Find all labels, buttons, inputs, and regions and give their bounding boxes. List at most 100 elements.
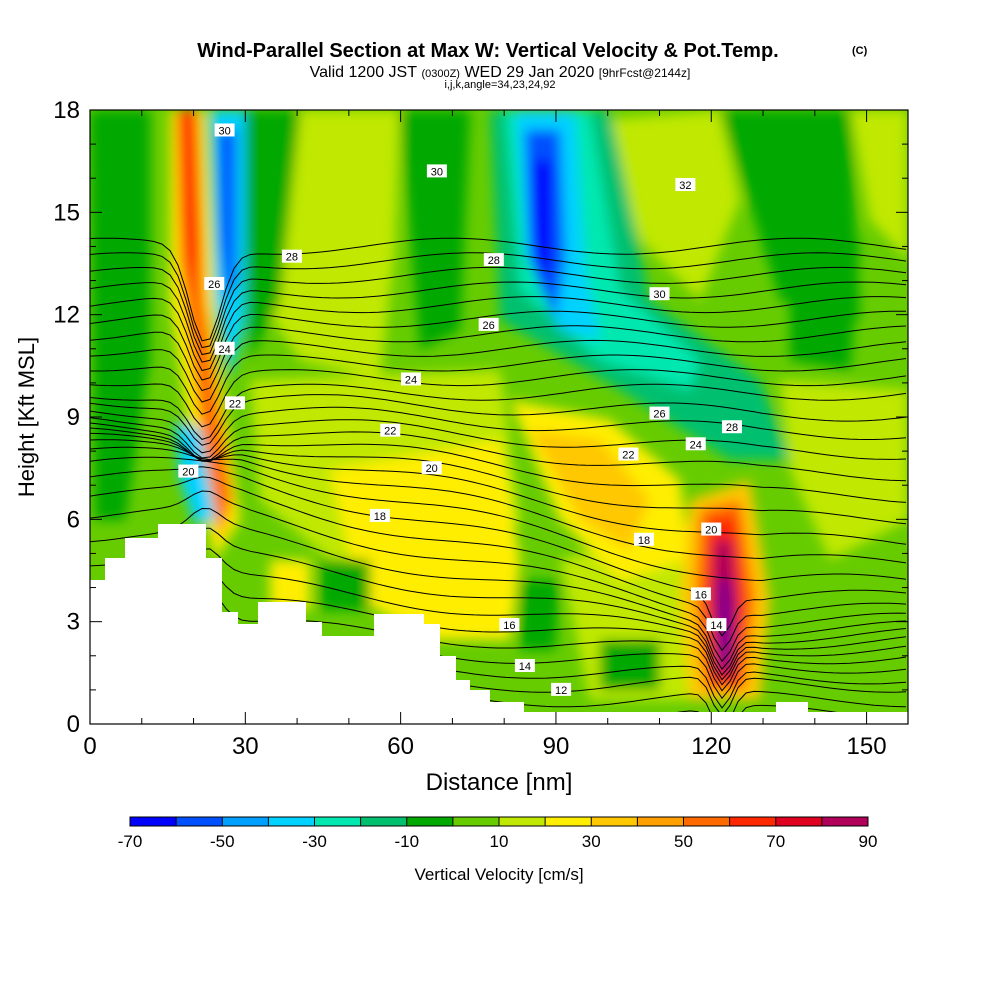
velocity-patch xyxy=(240,110,300,360)
theta-contour-line xyxy=(90,354,907,415)
contour-label: 26 xyxy=(653,409,665,421)
contour-label: 16 xyxy=(503,620,515,632)
contour-label: 22 xyxy=(384,426,396,438)
theta-contour-line xyxy=(90,406,907,454)
x-tick-label: 30 xyxy=(232,733,259,760)
contour-label: 30 xyxy=(653,289,665,301)
y-tick-label: 6 xyxy=(67,506,80,533)
contour-label-box xyxy=(675,178,696,192)
title-mark: (C) xyxy=(852,45,868,57)
contour-label-box xyxy=(380,423,401,437)
contour-label: 28 xyxy=(488,255,500,267)
colorbar-tick-label: 70 xyxy=(766,832,785,851)
colorbar-segment xyxy=(545,817,592,826)
grid-params: i,j,k,angle=34,23,24,92 xyxy=(444,79,555,91)
velocity-patch xyxy=(320,560,370,610)
contour-label-box xyxy=(706,618,727,632)
contour-label-box xyxy=(721,420,742,434)
theta-contour-line xyxy=(90,266,907,356)
y-tick-label: 0 xyxy=(67,711,80,738)
x-tick-label: 150 xyxy=(847,733,887,760)
colorbar-label: Vertical Velocity [cm/s] xyxy=(414,865,583,884)
theta-contour-line xyxy=(90,237,907,342)
forecast-info: [9hrFcst@2144z] xyxy=(599,66,691,80)
theta-contour-line xyxy=(90,588,907,692)
theta-contour-line xyxy=(90,569,907,686)
contour-label-box xyxy=(701,522,722,536)
colorbar-segment xyxy=(360,817,407,826)
theta-contour-line xyxy=(90,456,907,582)
theta-contour-line xyxy=(90,422,907,482)
x-axis-label: Distance [nm] xyxy=(426,769,573,796)
contour-label-box xyxy=(178,464,199,478)
y-axis: 0 3 6 9 12 15 18 xyxy=(53,97,908,738)
velocity-patch xyxy=(600,110,740,300)
y-tick-label: 18 xyxy=(53,97,80,124)
colorbar-segment xyxy=(683,817,730,826)
contour-label-box xyxy=(224,396,245,410)
velocity-patch xyxy=(182,110,198,300)
contour-label: 16 xyxy=(695,589,707,601)
theta-contour-line xyxy=(90,417,907,460)
colorbar-segment xyxy=(775,817,822,826)
contour-label: 24 xyxy=(405,374,417,386)
y-tick-label: 9 xyxy=(67,404,80,431)
theta-contour-line xyxy=(90,527,907,676)
velocity-patch xyxy=(850,110,908,260)
valid-line: Valid 1200 JST (0300Z) WED 29 Jan 2020 [… xyxy=(310,64,691,81)
valid-utc: (0300Z) xyxy=(421,68,460,80)
contour-label-box xyxy=(499,618,520,632)
theta-contour-line xyxy=(90,490,907,663)
velocity-patch xyxy=(330,440,520,640)
contour-label: 24 xyxy=(218,344,230,356)
contour-label-box xyxy=(214,341,235,355)
x-tick-label: 60 xyxy=(387,733,414,760)
theta-contour-line xyxy=(90,466,907,637)
contour-label: 30 xyxy=(431,166,443,178)
contour-label-box xyxy=(483,253,504,267)
contour-label-box xyxy=(514,659,535,673)
contour-label: 28 xyxy=(286,252,298,264)
y-tick-label: 15 xyxy=(53,199,80,226)
theta-contour-line xyxy=(90,427,907,503)
colorbar-tick-label: -10 xyxy=(394,832,419,851)
contour-label: 22 xyxy=(622,450,634,462)
contour-label-box xyxy=(400,372,421,386)
colorbar: -70 -50 -30 -10 10 30 50 70 90 xyxy=(118,816,877,851)
x-axis: 0 30 60 90 120 150 xyxy=(83,110,887,760)
theta-contour-line xyxy=(90,310,907,381)
colorbar-segment xyxy=(268,817,315,826)
contour-label: 12 xyxy=(555,685,567,697)
velocity-patch xyxy=(400,110,470,350)
velocity-patch xyxy=(218,130,236,300)
contour-label: 20 xyxy=(182,467,194,479)
contour-label-box xyxy=(421,461,442,475)
theta-contour-line xyxy=(90,446,907,564)
theta-contour-line xyxy=(90,476,907,652)
terrain xyxy=(90,524,908,724)
y-axis-label: Height [Kft MSL] xyxy=(14,337,39,497)
colorbar-segment xyxy=(130,817,177,826)
velocity-patch xyxy=(600,640,660,690)
velocity-patch xyxy=(530,430,650,550)
colorbar-tick-label: 10 xyxy=(490,832,509,851)
theta-contour-line xyxy=(90,339,907,403)
contour-label: 14 xyxy=(710,620,722,632)
contour-label: 32 xyxy=(679,180,691,192)
theta-contour-line xyxy=(90,432,907,525)
valid-date: WED 29 Jan 2020 xyxy=(464,64,594,81)
colorbar-segment xyxy=(821,817,868,826)
x-tick-label: 120 xyxy=(691,733,731,760)
colorbar-tick-label: -70 xyxy=(118,832,143,851)
theta-contour-line xyxy=(90,507,907,670)
contour-labels: 30 30 32 28 28 26 30 26 24 24 22 26 28 22 24 22 20 20 18 20… xyxy=(178,123,742,697)
theta-contour-line xyxy=(90,281,907,363)
contour-label-box xyxy=(204,276,225,290)
contour-label-box xyxy=(281,249,302,263)
contour-label: 18 xyxy=(638,535,650,547)
plot-area xyxy=(90,110,908,724)
colorbar-tick-label: -50 xyxy=(210,832,235,851)
contour-label: 24 xyxy=(690,439,702,451)
colorbar-segment xyxy=(452,817,499,826)
theta-contour-line xyxy=(90,383,907,440)
